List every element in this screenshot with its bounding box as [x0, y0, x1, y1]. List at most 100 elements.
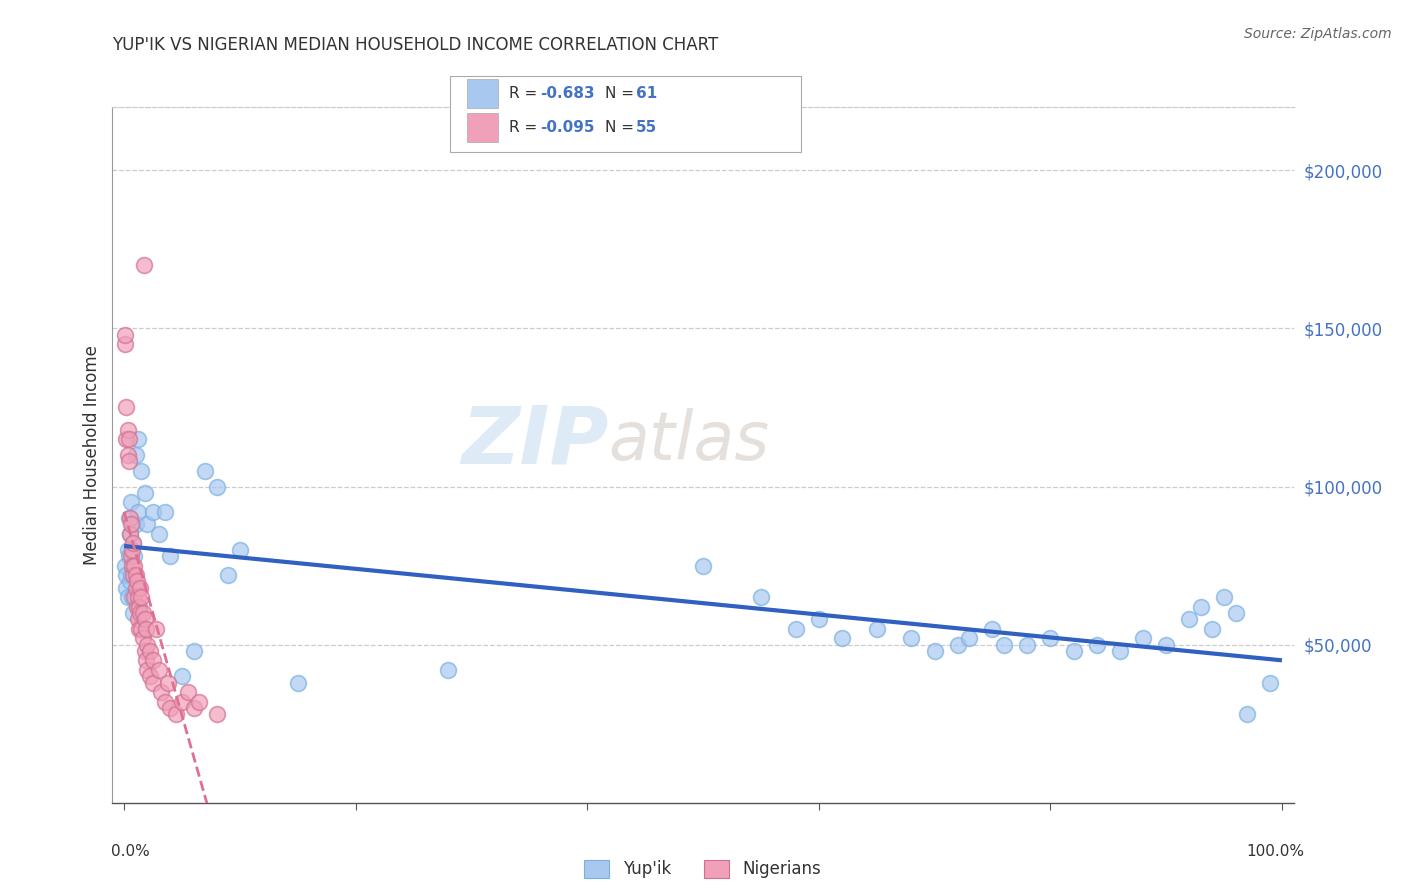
Point — [120, 517, 142, 532]
Point — [205, 479, 228, 493]
Point — [122, 536, 145, 550]
Point — [115, 581, 138, 595]
Point — [117, 542, 139, 557]
Point — [993, 638, 1015, 652]
Text: YUP'IK VS NIGERIAN MEDIAN HOUSEHOLD INCOME CORRELATION CHART: YUP'IK VS NIGERIAN MEDIAN HOUSEHOLD INCO… — [112, 36, 718, 54]
Point — [148, 527, 170, 541]
Point — [148, 663, 170, 677]
Point — [924, 644, 946, 658]
Point — [183, 644, 205, 658]
Point — [131, 591, 153, 605]
Text: ZIP: ZIP — [461, 402, 609, 480]
Point — [115, 401, 138, 415]
Point — [142, 653, 165, 667]
Point — [118, 454, 141, 468]
Legend: Yup'ik, Nigerians: Yup'ik, Nigerians — [578, 853, 828, 885]
Point — [118, 574, 141, 589]
Point — [217, 568, 239, 582]
Point — [129, 606, 152, 620]
Point — [120, 568, 142, 582]
Text: 0.0%: 0.0% — [111, 845, 150, 859]
Point — [1236, 707, 1258, 722]
Point — [807, 612, 830, 626]
Point — [1201, 622, 1223, 636]
Point — [121, 558, 143, 573]
Point — [121, 542, 143, 557]
Point — [866, 622, 889, 636]
Point — [124, 549, 146, 563]
Point — [981, 622, 1004, 636]
Point — [157, 675, 180, 690]
Point — [134, 486, 156, 500]
Text: R =: R = — [509, 87, 543, 101]
Text: Source: ZipAtlas.com: Source: ZipAtlas.com — [1244, 27, 1392, 41]
Point — [177, 685, 200, 699]
Point — [1260, 675, 1282, 690]
Text: -0.095: -0.095 — [540, 120, 595, 135]
Point — [831, 632, 853, 646]
Point — [749, 591, 772, 605]
Point — [131, 606, 153, 620]
Point — [122, 606, 145, 620]
Point — [114, 558, 136, 573]
Point — [142, 675, 165, 690]
Point — [1017, 638, 1039, 652]
Point — [121, 591, 143, 605]
Point — [1154, 638, 1177, 652]
Point — [138, 669, 160, 683]
Text: N =: N = — [605, 87, 638, 101]
Point — [437, 663, 460, 677]
Point — [1132, 632, 1154, 646]
Point — [127, 591, 149, 605]
Point — [134, 612, 156, 626]
Point — [127, 432, 149, 446]
Point — [122, 568, 145, 582]
Point — [135, 622, 157, 636]
Point — [205, 707, 228, 722]
Point — [118, 549, 141, 563]
Point — [124, 568, 146, 582]
Point — [159, 549, 181, 563]
Point — [135, 653, 157, 667]
Point — [183, 701, 205, 715]
Point — [118, 527, 141, 541]
Point — [129, 581, 152, 595]
Point — [127, 612, 149, 626]
Point — [1189, 599, 1212, 614]
Point — [142, 505, 165, 519]
Point — [785, 622, 807, 636]
Y-axis label: Median Household Income: Median Household Income — [83, 345, 101, 565]
Point — [131, 464, 153, 478]
Point — [145, 622, 167, 636]
Point — [287, 675, 309, 690]
Point — [1213, 591, 1236, 605]
Point — [117, 423, 139, 437]
Point — [124, 581, 146, 595]
Point — [124, 517, 146, 532]
Point — [118, 511, 141, 525]
Text: R =: R = — [509, 120, 543, 135]
Point — [132, 258, 155, 272]
Point — [188, 695, 211, 709]
Point — [165, 707, 187, 722]
Point — [122, 536, 145, 550]
Point — [124, 591, 146, 605]
Point — [120, 549, 142, 563]
Point — [1063, 644, 1085, 658]
Point — [159, 701, 181, 715]
Point — [1039, 632, 1062, 646]
Point — [124, 448, 146, 462]
Point — [127, 505, 149, 519]
Point — [131, 622, 153, 636]
Point — [150, 685, 173, 699]
Point — [115, 432, 138, 446]
Point — [128, 599, 150, 614]
Point — [118, 511, 141, 525]
Point — [153, 505, 176, 519]
Point — [957, 632, 980, 646]
Point — [1178, 612, 1201, 626]
Point — [692, 558, 714, 573]
Text: atlas: atlas — [609, 408, 769, 474]
Point — [128, 622, 150, 636]
Point — [136, 663, 159, 677]
